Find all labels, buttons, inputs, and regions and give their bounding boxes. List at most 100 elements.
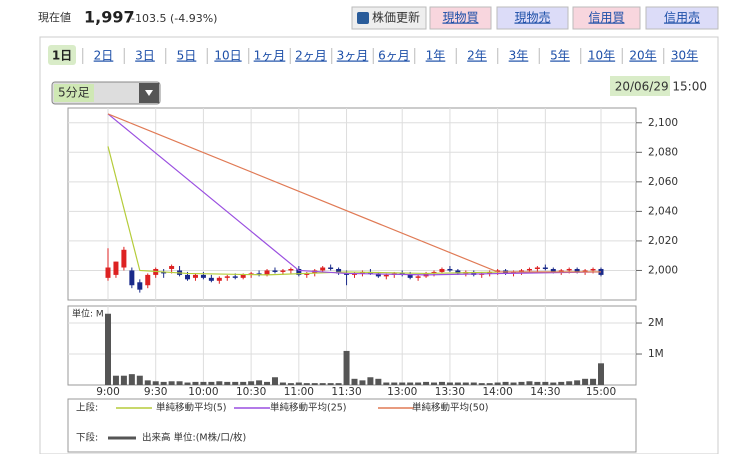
y-tick-label: 2,080 [648, 146, 678, 158]
volume-plot [67, 305, 637, 386]
volume-bar [311, 383, 318, 385]
volume-bar [240, 381, 247, 385]
tab[interactable]: 10日 [214, 49, 241, 63]
volume-bar [105, 313, 111, 385]
x-tick-label: 9:00 [96, 386, 120, 398]
volume-bar [534, 381, 541, 385]
candle-body [328, 267, 334, 269]
candle-body [407, 274, 413, 278]
x-tick-label: 11:30 [331, 386, 361, 398]
tab[interactable]: 1年 [426, 49, 446, 63]
tab[interactable]: 3日 [135, 49, 155, 63]
candle-body [200, 274, 206, 278]
candle-body [582, 270, 588, 272]
volume-bar [462, 382, 469, 385]
volume-bar [200, 381, 207, 385]
candle-body [113, 261, 119, 275]
volume-bar [216, 381, 223, 385]
volume-bar [168, 381, 175, 385]
volume-bar [558, 381, 565, 385]
candle-body [574, 268, 580, 272]
candle-body [216, 277, 222, 281]
volume-bar [550, 382, 557, 385]
y-tick-label: 2,020 [648, 235, 678, 247]
button[interactable]: 株価更新 [372, 10, 420, 25]
tab[interactable]: 2日 [94, 49, 114, 63]
dropdown-highlight [54, 84, 94, 102]
button-bg[interactable] [572, 6, 641, 30]
volume-bar [590, 378, 597, 385]
button-bg[interactable] [351, 6, 427, 30]
volume-bar [120, 375, 127, 385]
timestamp: 20/06/29 15:00 [615, 80, 707, 94]
volume-bar [470, 382, 477, 385]
button-bg[interactable] [496, 6, 569, 30]
volume-bar [582, 378, 589, 385]
dropdown-value: 5分足 [58, 86, 90, 100]
button[interactable]: 現物買 [442, 11, 478, 25]
tab-active-bg [48, 45, 76, 65]
y-tick-label: 2,000 [648, 264, 678, 276]
candle-body [542, 267, 548, 269]
tab[interactable]: 2ヶ月 [295, 49, 327, 63]
price-label: 現在値 [38, 11, 71, 24]
candle-body [590, 268, 596, 271]
volume-bar [248, 381, 255, 385]
tab[interactable]: 1日 [52, 49, 72, 63]
x-tick-label: 9:30 [144, 386, 168, 398]
button-bg[interactable] [429, 6, 492, 30]
candle-body [280, 270, 286, 272]
volume-bar [279, 382, 286, 385]
candle-body [105, 267, 111, 278]
candle-body [121, 249, 127, 268]
candle-body [511, 271, 517, 274]
volume-bar [526, 381, 533, 385]
timestamp-highlight [610, 76, 670, 96]
button[interactable]: 現物売 [514, 10, 550, 25]
tab[interactable]: 3ヶ月 [337, 49, 369, 63]
candle-body [344, 273, 350, 275]
volume-bar [375, 378, 382, 385]
volume-bar [423, 381, 430, 385]
candle-body [264, 270, 270, 275]
volume-bar [407, 382, 414, 385]
price-plot [67, 107, 637, 301]
y-tick-label: 2,100 [648, 117, 678, 129]
volume-bar [160, 381, 167, 385]
volume-bar [486, 383, 493, 385]
x-tick-label: 10:30 [236, 386, 266, 398]
tab[interactable]: 2年 [467, 49, 487, 63]
button[interactable]: 信用売 [664, 10, 700, 25]
volume-bar [128, 374, 135, 385]
volume-bar [399, 382, 406, 385]
refresh-icon [357, 12, 369, 24]
legend-entry: 単純移動平均(5) [156, 402, 226, 414]
tab[interactable]: 3年 [509, 49, 529, 63]
candle-body [375, 273, 381, 277]
volume-bar [494, 382, 501, 385]
tab[interactable]: 10年 [588, 49, 615, 63]
tab[interactable]: 20年 [629, 49, 656, 63]
candle-body [550, 268, 556, 272]
legend-label: 上段: [76, 402, 98, 414]
button[interactable]: 信用買 [588, 11, 624, 25]
legend-label: 下段: [76, 432, 98, 444]
x-tick-label: 13:30 [435, 386, 465, 398]
tab[interactable]: 5年 [550, 49, 570, 63]
volume-bar [383, 382, 390, 385]
candle-body [161, 271, 167, 274]
x-tick-label: 15:00 [586, 386, 616, 398]
tab[interactable]: 5日 [177, 49, 197, 63]
button-bg[interactable] [645, 6, 719, 30]
tab[interactable]: 30年 [671, 49, 698, 63]
volume-bar [144, 380, 151, 385]
candle-body [192, 274, 198, 278]
tab[interactable]: 1ヶ月 [254, 49, 286, 63]
volume-bar [256, 380, 263, 385]
tab[interactable]: 6ヶ月 [378, 49, 410, 63]
volume-bar [391, 382, 398, 385]
volume-bar [264, 381, 271, 385]
x-tick-label: 10:00 [188, 386, 218, 398]
moving-average-line [107, 113, 601, 273]
volume-bar [438, 381, 445, 385]
